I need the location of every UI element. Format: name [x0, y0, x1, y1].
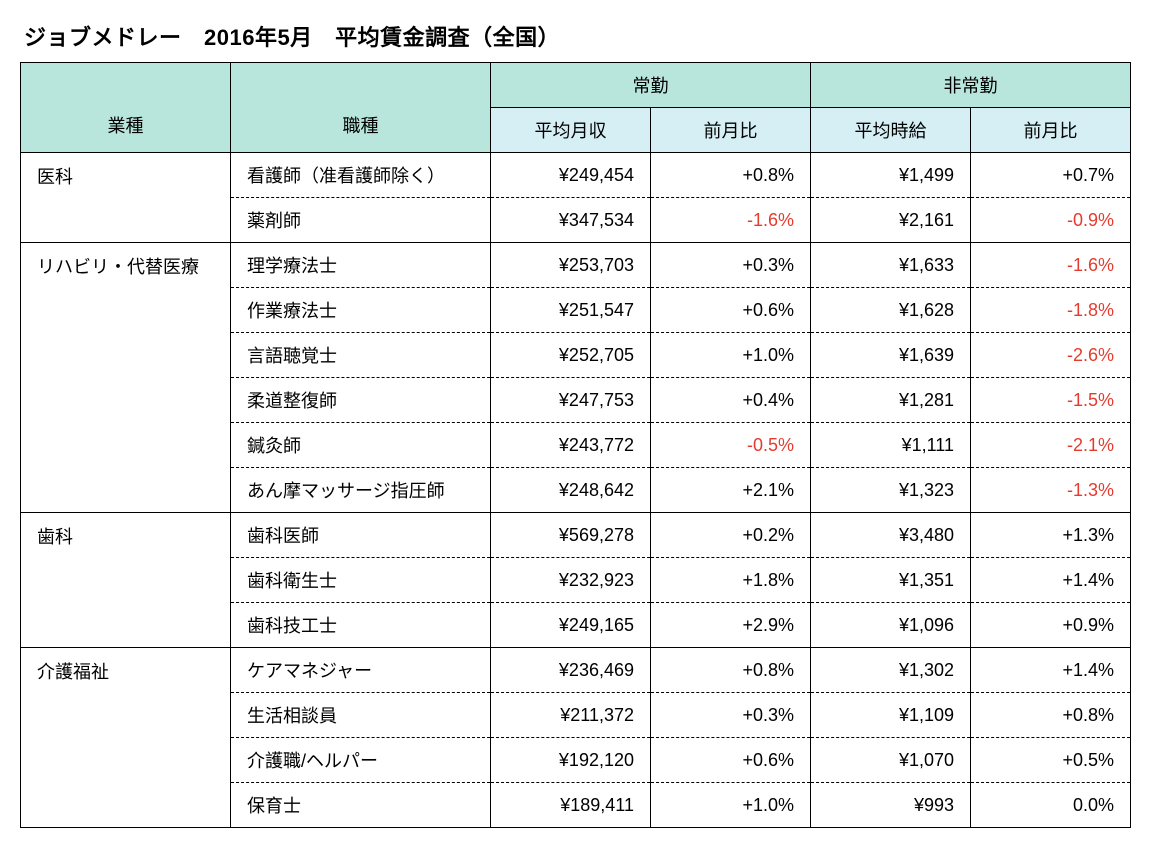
avg-monthly-cell: ¥347,534	[491, 198, 651, 243]
avg-hourly-cell: ¥1,633	[811, 243, 971, 288]
mom2-cell: -1.5%	[971, 378, 1131, 423]
th-mom2: 前月比	[971, 108, 1131, 153]
job-cell: 歯科医師	[231, 513, 491, 558]
avg-monthly-cell: ¥252,705	[491, 333, 651, 378]
mom2-cell: 0.0%	[971, 783, 1131, 828]
category-cell: 医科	[21, 153, 231, 243]
th-avg-monthly: 平均月収	[491, 108, 651, 153]
job-cell: 保育士	[231, 783, 491, 828]
job-cell: 鍼灸師	[231, 423, 491, 468]
avg-monthly-cell: ¥249,454	[491, 153, 651, 198]
avg-monthly-cell: ¥569,278	[491, 513, 651, 558]
th-category: 業種	[21, 63, 231, 153]
mom-cell: +2.9%	[651, 603, 811, 648]
avg-hourly-cell: ¥1,499	[811, 153, 971, 198]
th-avg-hourly: 平均時給	[811, 108, 971, 153]
avg-hourly-cell: ¥3,480	[811, 513, 971, 558]
table-body: 医科看護師（准看護師除く）¥249,454+0.8%¥1,499+0.7%薬剤師…	[21, 153, 1131, 828]
mom-cell: +1.8%	[651, 558, 811, 603]
job-cell: 歯科技工士	[231, 603, 491, 648]
mom2-cell: -0.9%	[971, 198, 1131, 243]
avg-hourly-cell: ¥1,281	[811, 378, 971, 423]
mom2-cell: -1.3%	[971, 468, 1131, 513]
job-cell: 介護職/ヘルパー	[231, 738, 491, 783]
job-cell: 生活相談員	[231, 693, 491, 738]
mom-cell: +0.2%	[651, 513, 811, 558]
mom-cell: -1.6%	[651, 198, 811, 243]
mom2-cell: +0.9%	[971, 603, 1131, 648]
avg-hourly-cell: ¥1,109	[811, 693, 971, 738]
mom-cell: +0.6%	[651, 738, 811, 783]
mom2-cell: +1.4%	[971, 558, 1131, 603]
mom-cell: +0.3%	[651, 693, 811, 738]
mom-cell: +1.0%	[651, 783, 811, 828]
avg-hourly-cell: ¥1,323	[811, 468, 971, 513]
avg-monthly-cell: ¥189,411	[491, 783, 651, 828]
mom-cell: +2.1%	[651, 468, 811, 513]
avg-monthly-cell: ¥192,120	[491, 738, 651, 783]
table-row: リハビリ・代替医療理学療法士¥253,703+0.3%¥1,633-1.6%	[21, 243, 1131, 288]
category-cell: リハビリ・代替医療	[21, 243, 231, 513]
mom-cell: +0.3%	[651, 243, 811, 288]
avg-monthly-cell: ¥232,923	[491, 558, 651, 603]
mom-cell: +0.8%	[651, 153, 811, 198]
job-cell: 作業療法士	[231, 288, 491, 333]
avg-hourly-cell: ¥2,161	[811, 198, 971, 243]
mom-cell: +0.6%	[651, 288, 811, 333]
avg-hourly-cell: ¥993	[811, 783, 971, 828]
mom2-cell: -2.1%	[971, 423, 1131, 468]
avg-hourly-cell: ¥1,639	[811, 333, 971, 378]
mom-cell: -0.5%	[651, 423, 811, 468]
avg-monthly-cell: ¥243,772	[491, 423, 651, 468]
category-cell: 介護福祉	[21, 648, 231, 828]
job-cell: 言語聴覚士	[231, 333, 491, 378]
mom2-cell: +0.5%	[971, 738, 1131, 783]
avg-hourly-cell: ¥1,111	[811, 423, 971, 468]
job-cell: あん摩マッサージ指圧師	[231, 468, 491, 513]
avg-hourly-cell: ¥1,628	[811, 288, 971, 333]
job-cell: ケアマネジャー	[231, 648, 491, 693]
mom2-cell: +0.8%	[971, 693, 1131, 738]
avg-hourly-cell: ¥1,302	[811, 648, 971, 693]
job-cell: 歯科衛生士	[231, 558, 491, 603]
avg-monthly-cell: ¥253,703	[491, 243, 651, 288]
mom-cell: +0.4%	[651, 378, 811, 423]
avg-monthly-cell: ¥247,753	[491, 378, 651, 423]
mom2-cell: +0.7%	[971, 153, 1131, 198]
mom-cell: +0.8%	[651, 648, 811, 693]
job-cell: 柔道整復師	[231, 378, 491, 423]
th-parttime-group: 非常勤	[811, 63, 1131, 108]
mom2-cell: -1.6%	[971, 243, 1131, 288]
avg-monthly-cell: ¥236,469	[491, 648, 651, 693]
job-cell: 看護師（准看護師除く）	[231, 153, 491, 198]
avg-monthly-cell: ¥211,372	[491, 693, 651, 738]
wage-table: 業種 職種 常勤 非常勤 平均月収 前月比 平均時給 前月比 医科看護師（准看護…	[20, 62, 1131, 828]
mom2-cell: -1.8%	[971, 288, 1131, 333]
th-mom: 前月比	[651, 108, 811, 153]
category-cell: 歯科	[21, 513, 231, 648]
mom-cell: +1.0%	[651, 333, 811, 378]
th-job: 職種	[231, 63, 491, 153]
th-fulltime-group: 常勤	[491, 63, 811, 108]
avg-hourly-cell: ¥1,351	[811, 558, 971, 603]
page-title: ジョブメドレー 2016年5月 平均賃金調査（全国）	[24, 20, 1133, 52]
avg-monthly-cell: ¥249,165	[491, 603, 651, 648]
avg-hourly-cell: ¥1,096	[811, 603, 971, 648]
mom2-cell: +1.4%	[971, 648, 1131, 693]
mom2-cell: -2.6%	[971, 333, 1131, 378]
table-row: 介護福祉ケアマネジャー¥236,469+0.8%¥1,302+1.4%	[21, 648, 1131, 693]
mom2-cell: +1.3%	[971, 513, 1131, 558]
avg-hourly-cell: ¥1,070	[811, 738, 971, 783]
table-row: 歯科歯科医師¥569,278+0.2%¥3,480+1.3%	[21, 513, 1131, 558]
job-cell: 薬剤師	[231, 198, 491, 243]
job-cell: 理学療法士	[231, 243, 491, 288]
avg-monthly-cell: ¥251,547	[491, 288, 651, 333]
avg-monthly-cell: ¥248,642	[491, 468, 651, 513]
table-row: 医科看護師（准看護師除く）¥249,454+0.8%¥1,499+0.7%	[21, 153, 1131, 198]
